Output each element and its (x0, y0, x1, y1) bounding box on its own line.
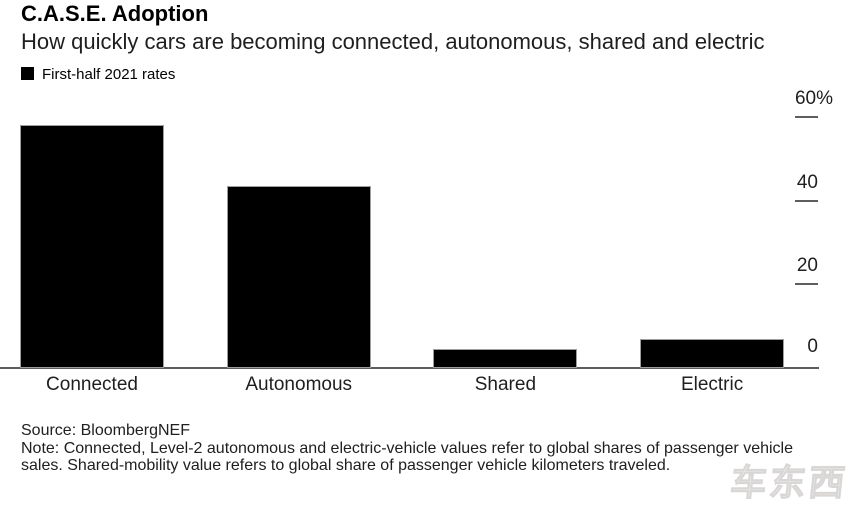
x-axis-line (0, 367, 819, 369)
bar-electric (640, 338, 785, 368)
legend-swatch-icon (21, 67, 34, 80)
legend-label: First-half 2021 rates (42, 66, 176, 83)
y-tick-40 (795, 199, 818, 202)
bar-chart: Connected Autonomous Shared Electric 60% 40 20… (0, 85, 850, 400)
y-tick-60 (795, 116, 818, 118)
y-tick-label-20: 20 (796, 255, 818, 277)
chart-subtitle: How quickly cars are becoming connected,… (21, 29, 765, 54)
bar-shared (433, 349, 578, 368)
bar-autonomous (226, 186, 371, 368)
y-tick-20 (795, 283, 818, 286)
x-label-connected: Connected (46, 374, 138, 395)
y-tick-label-0: 0 (807, 336, 818, 357)
note-line: Note: Connected, Level-2 autonomous and … (21, 439, 793, 475)
footnotes: Source: BloombergNEF Note: Connected, Le… (21, 422, 833, 475)
source-line: Source: BloombergNEF (21, 422, 190, 439)
x-label-shared: Shared (474, 374, 537, 395)
y-tick-label-60: 60% (794, 88, 833, 109)
legend: First-half 2021 rates (21, 67, 175, 83)
chart-title: C.A.S.E. Adoption (21, 1, 209, 26)
bar-connected (20, 125, 164, 368)
y-tick-label-40: 40 (796, 171, 818, 193)
x-label-electric: Electric (680, 374, 744, 395)
x-label-autonomous: Autonomous (245, 374, 353, 395)
